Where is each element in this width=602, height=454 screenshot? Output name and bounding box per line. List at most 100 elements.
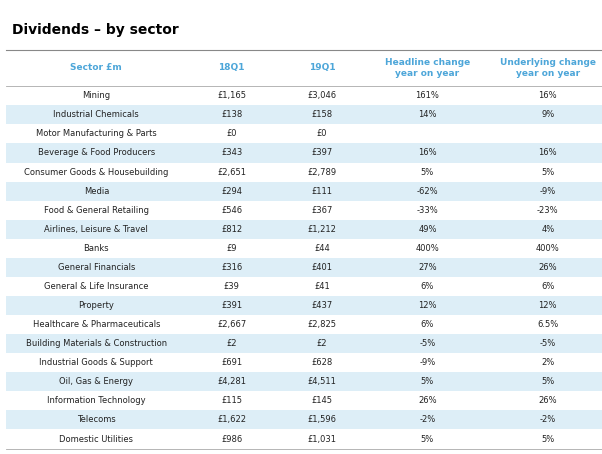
Text: £986: £986 <box>221 434 243 444</box>
Text: 5%: 5% <box>541 377 554 386</box>
Text: £0: £0 <box>317 129 327 138</box>
Text: £2,789: £2,789 <box>308 168 337 177</box>
Text: £294: £294 <box>222 187 242 196</box>
Text: £397: £397 <box>311 148 333 158</box>
Text: -9%: -9% <box>540 187 556 196</box>
Text: 5%: 5% <box>421 434 434 444</box>
Text: Industrial Goods & Support: Industrial Goods & Support <box>40 358 153 367</box>
Text: 4%: 4% <box>541 225 554 234</box>
Text: 5%: 5% <box>541 168 554 177</box>
Bar <box>6 124 602 143</box>
Text: 6.5%: 6.5% <box>537 320 559 329</box>
Text: £41: £41 <box>314 282 330 291</box>
Text: Healthcare & Pharmaceuticals: Healthcare & Pharmaceuticals <box>33 320 160 329</box>
Text: £691: £691 <box>221 358 243 367</box>
Text: 6%: 6% <box>421 282 434 291</box>
Bar <box>6 296 602 315</box>
Text: Banks: Banks <box>84 244 109 253</box>
Text: £9: £9 <box>226 244 237 253</box>
Text: £4,511: £4,511 <box>308 377 337 386</box>
Bar <box>6 277 602 296</box>
Bar <box>6 220 602 239</box>
Text: Headline change
year on year: Headline change year on year <box>385 58 470 78</box>
Text: £1,031: £1,031 <box>308 434 337 444</box>
Text: Mining: Mining <box>82 91 110 100</box>
Text: General Financials: General Financials <box>58 263 135 272</box>
Bar <box>6 143 602 163</box>
Text: £343: £343 <box>221 148 243 158</box>
Text: Underlying change
year on year: Underlying change year on year <box>500 58 596 78</box>
Text: 5%: 5% <box>421 168 434 177</box>
Text: £1,596: £1,596 <box>308 415 337 424</box>
Text: 5%: 5% <box>541 434 554 444</box>
Text: 2%: 2% <box>541 358 554 367</box>
Text: General & Life Insurance: General & Life Insurance <box>44 282 149 291</box>
Text: £39: £39 <box>224 282 240 291</box>
Text: 26%: 26% <box>418 396 436 405</box>
Bar <box>6 105 602 124</box>
Text: 19Q1: 19Q1 <box>309 64 335 72</box>
Bar <box>6 182 602 201</box>
Text: £2: £2 <box>226 339 237 348</box>
Text: £1,212: £1,212 <box>308 225 337 234</box>
Text: 6%: 6% <box>421 320 434 329</box>
Text: £3,046: £3,046 <box>308 91 337 100</box>
Text: Industrial Chemicals: Industrial Chemicals <box>54 110 139 119</box>
Text: £1,622: £1,622 <box>217 415 246 424</box>
Text: £367: £367 <box>311 206 333 215</box>
Text: Consumer Goods & Housebuilding: Consumer Goods & Housebuilding <box>24 168 169 177</box>
Text: £812: £812 <box>221 225 243 234</box>
Text: £145: £145 <box>312 396 332 405</box>
Text: Telecoms: Telecoms <box>77 415 116 424</box>
Text: Domestic Utilities: Domestic Utilities <box>60 434 133 444</box>
Text: 27%: 27% <box>418 263 436 272</box>
Bar <box>6 86 602 105</box>
Text: 9%: 9% <box>541 110 554 119</box>
Bar <box>6 258 602 277</box>
Text: Dividends – by sector: Dividends – by sector <box>12 23 179 37</box>
Text: Media: Media <box>84 187 109 196</box>
Bar <box>6 372 602 391</box>
Text: £0: £0 <box>226 129 237 138</box>
Text: £158: £158 <box>311 110 333 119</box>
Text: 16%: 16% <box>418 148 436 158</box>
Text: 49%: 49% <box>418 225 436 234</box>
Text: £401: £401 <box>312 263 332 272</box>
Text: 26%: 26% <box>539 396 557 405</box>
Text: -9%: -9% <box>420 358 435 367</box>
Text: 400%: 400% <box>536 244 560 253</box>
Text: 18Q1: 18Q1 <box>219 64 245 72</box>
Bar <box>6 410 602 429</box>
Bar <box>6 353 602 372</box>
Text: -2%: -2% <box>420 415 435 424</box>
Text: £628: £628 <box>311 358 333 367</box>
Text: 16%: 16% <box>539 148 557 158</box>
Text: Beverage & Food Producers: Beverage & Food Producers <box>38 148 155 158</box>
Bar <box>6 239 602 258</box>
Text: -5%: -5% <box>540 339 556 348</box>
Bar <box>6 391 602 410</box>
Text: 5%: 5% <box>421 377 434 386</box>
Text: 12%: 12% <box>539 301 557 310</box>
Bar <box>6 429 602 449</box>
Text: Sector £m: Sector £m <box>70 64 122 72</box>
Text: Airlines, Leisure & Travel: Airlines, Leisure & Travel <box>45 225 148 234</box>
Text: 12%: 12% <box>418 301 436 310</box>
Text: £2: £2 <box>317 339 327 348</box>
Bar <box>6 201 602 220</box>
Text: £437: £437 <box>311 301 333 310</box>
Text: £1,165: £1,165 <box>217 91 246 100</box>
Text: Information Technology: Information Technology <box>47 396 146 405</box>
Text: Property: Property <box>78 301 114 310</box>
Bar <box>6 315 602 334</box>
Text: £316: £316 <box>221 263 243 272</box>
Text: Building Materials & Construction: Building Materials & Construction <box>26 339 167 348</box>
Bar <box>6 334 602 353</box>
Text: Motor Manufacturing & Parts: Motor Manufacturing & Parts <box>36 129 157 138</box>
Text: £2,825: £2,825 <box>308 320 337 329</box>
Text: 14%: 14% <box>418 110 436 119</box>
Text: -62%: -62% <box>417 187 438 196</box>
Text: £4,281: £4,281 <box>217 377 246 386</box>
Text: £115: £115 <box>222 396 242 405</box>
Text: Oil, Gas & Energy: Oil, Gas & Energy <box>60 377 133 386</box>
